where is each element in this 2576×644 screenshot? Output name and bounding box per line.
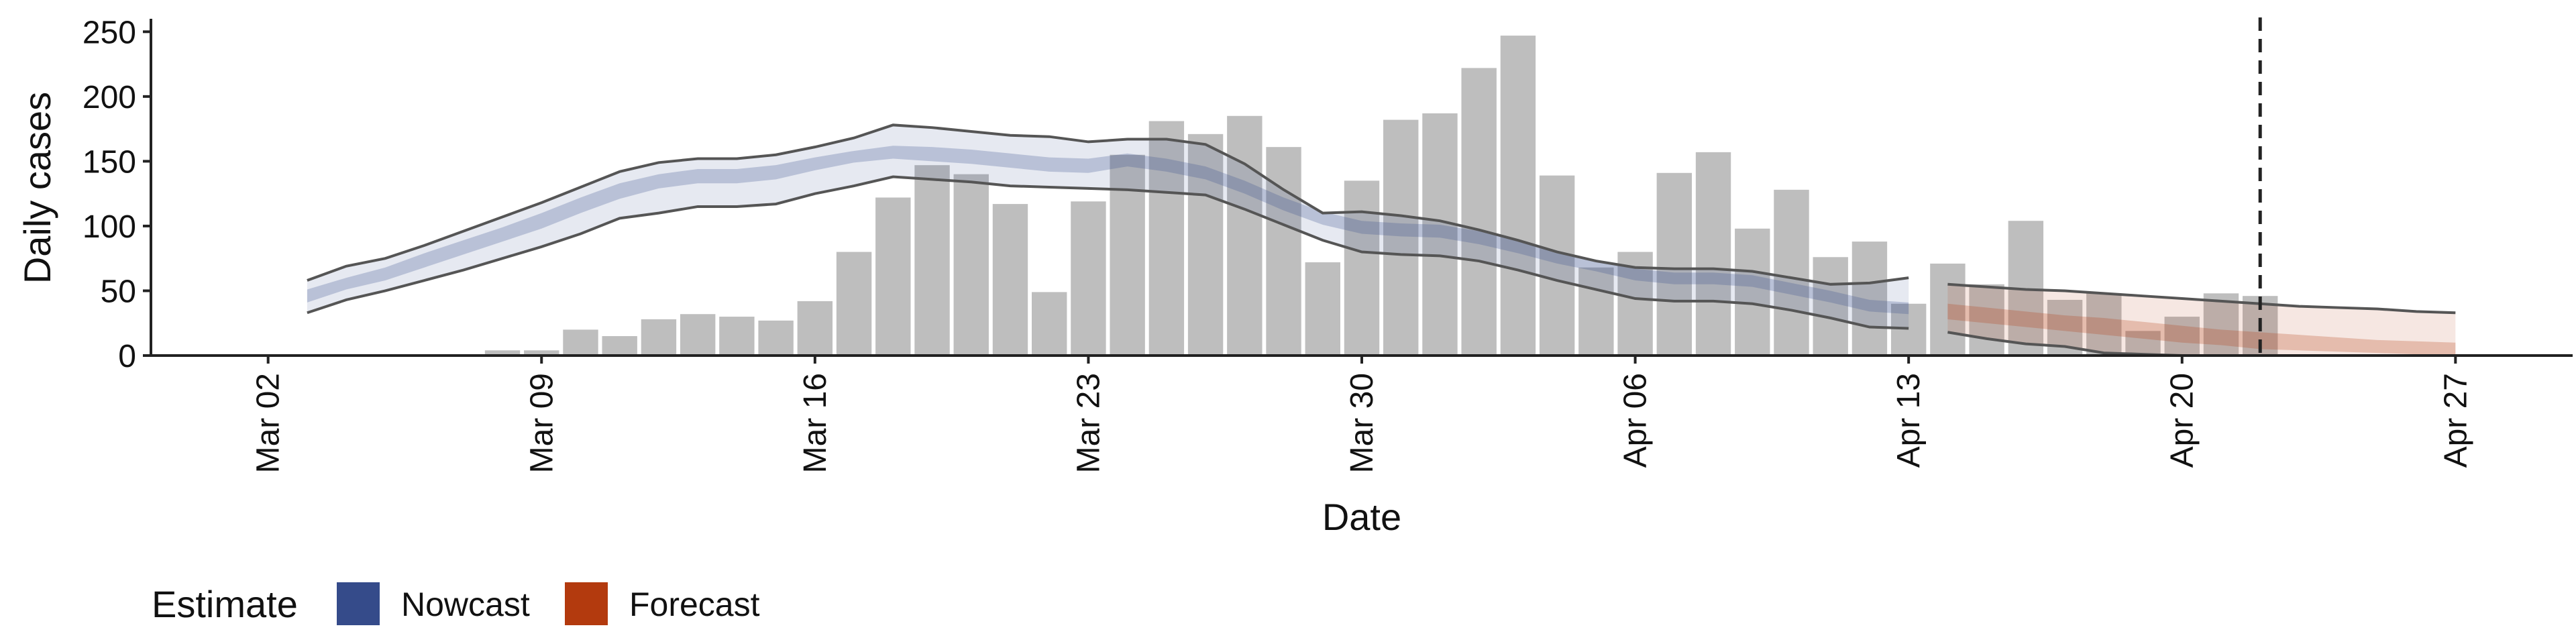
bar-2020-04-11 xyxy=(1813,257,1848,356)
bar-2020-03-28 xyxy=(1266,147,1301,356)
forecast-upper-bound-line xyxy=(1947,282,2456,315)
bar-2020-03-14 xyxy=(719,317,755,356)
bar-2020-03-22 xyxy=(1031,292,1067,356)
bar-2020-03-10 xyxy=(563,329,598,356)
x-tick-label: Apr 13 xyxy=(1891,373,1927,468)
legend-label-forecast: Forecast xyxy=(629,586,760,623)
legend-title: Estimate xyxy=(152,583,298,625)
x-tick-label: Mar 16 xyxy=(798,373,833,473)
legend-label-nowcast: Nowcast xyxy=(401,586,530,623)
bar-2020-03-30 xyxy=(1344,180,1380,356)
bar-2020-04-02 xyxy=(1461,68,1497,356)
bar-2020-04-10 xyxy=(1774,189,1809,356)
y-axis-ticks: 0 50 100 150 200 250 xyxy=(83,15,151,374)
legend-swatch-nowcast xyxy=(337,582,380,625)
y-tick-label: 50 xyxy=(101,274,136,309)
bar-2020-04-03 xyxy=(1500,36,1536,356)
bar-2020-04-19 xyxy=(2125,331,2161,356)
bar-2020-04-14 xyxy=(1930,263,1966,356)
bar-2020-04-21 xyxy=(2203,293,2239,356)
bar-2020-03-29 xyxy=(1305,262,1340,356)
x-axis-ticks: Mar 02 Mar 09 Mar 16 Mar 23 Mar 30 Apr 06 Apr … xyxy=(251,356,2473,473)
bar-2020-03-20 xyxy=(953,174,989,356)
nowcast-lower-bound-line xyxy=(307,175,1909,330)
x-tick-label: Mar 02 xyxy=(251,373,286,473)
bar-2020-03-27 xyxy=(1227,115,1263,356)
bar-2020-04-15 xyxy=(1969,284,2004,356)
y-tick-label: 0 xyxy=(118,339,136,374)
bar-2020-03-18 xyxy=(875,197,911,356)
nowcast-ribbon-90 xyxy=(307,125,1909,329)
bar-2020-03-31 xyxy=(1383,119,1419,356)
nowcast-upper-bound-line xyxy=(307,123,1909,286)
legend-swatch-forecast xyxy=(565,582,608,625)
bar-2020-03-09 xyxy=(524,350,559,356)
legend: Estimate Nowcast Forecast xyxy=(152,582,760,625)
x-axis-title: Date xyxy=(1322,496,1401,538)
ribbon-layer xyxy=(307,125,2456,356)
forecast-ribbon-50 xyxy=(1947,303,2456,356)
bar-2020-03-16 xyxy=(797,301,833,356)
bar-2020-04-09 xyxy=(1735,228,1770,356)
y-tick-label: 250 xyxy=(83,15,136,50)
forecast-ribbon-90 xyxy=(1947,284,2456,356)
bar-2020-03-23 xyxy=(1071,201,1106,356)
bar-2020-04-18 xyxy=(2086,293,2122,356)
bar-2020-04-12 xyxy=(1851,241,1888,356)
x-tick-label: Apr 27 xyxy=(2438,373,2473,468)
bar-2020-04-07 xyxy=(1656,172,1693,356)
x-tick-label: Mar 23 xyxy=(1071,373,1106,473)
bar-2020-04-08 xyxy=(1695,152,1731,356)
x-tick-label: Mar 30 xyxy=(1344,373,1380,473)
y-tick-label: 100 xyxy=(83,209,136,245)
bar-2020-03-19 xyxy=(914,165,950,356)
y-tick-label: 200 xyxy=(83,80,136,115)
bar-2020-03-26 xyxy=(1187,133,1224,356)
bar-2020-03-13 xyxy=(680,314,716,356)
x-tick-label: Mar 09 xyxy=(524,373,559,473)
bar-2020-03-17 xyxy=(836,252,872,356)
bar-2020-04-20 xyxy=(2164,317,2200,356)
y-tick-label: 150 xyxy=(83,144,136,180)
x-tick-label: Apr 06 xyxy=(1618,373,1654,468)
bar-2020-03-08 xyxy=(484,350,521,356)
bar-2020-04-13 xyxy=(1890,303,1927,356)
bar-2020-03-25 xyxy=(1148,121,1185,356)
x-tick-label: Apr 20 xyxy=(2165,373,2200,468)
bar-2020-03-12 xyxy=(641,319,677,356)
bar-layer xyxy=(407,36,2278,356)
bar-2020-04-04 xyxy=(1539,175,1575,356)
bar-2020-03-21 xyxy=(992,204,1028,356)
y-axis-title: Daily cases xyxy=(16,92,58,284)
bar-2020-03-15 xyxy=(758,320,794,356)
bar-2020-04-05 xyxy=(1578,267,1614,356)
bar-2020-04-01 xyxy=(1422,113,1458,356)
bar-2020-03-11 xyxy=(602,336,637,356)
